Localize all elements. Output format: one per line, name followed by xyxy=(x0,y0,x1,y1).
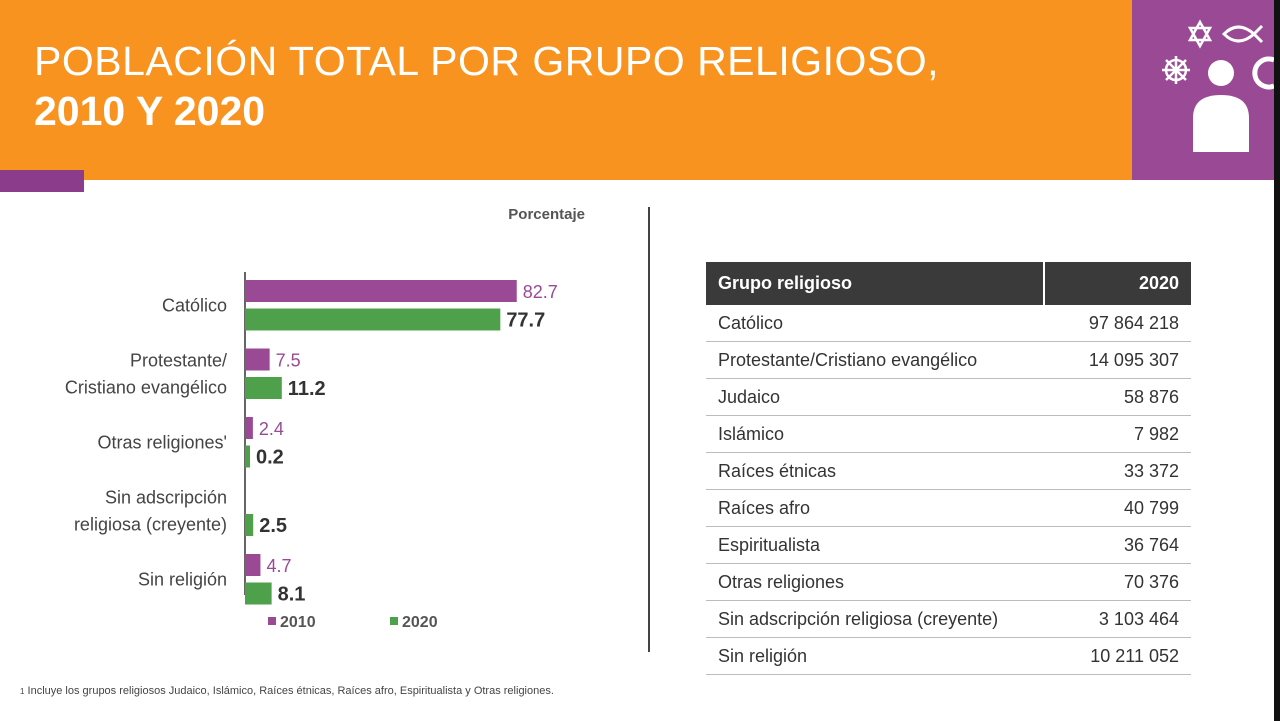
title-line-1: POBLACIÓN TOTAL POR GRUPO RELIGIOSO, xyxy=(34,38,940,84)
bar-2010 xyxy=(245,280,517,302)
cell-value: 3 103 464 xyxy=(1044,600,1191,638)
cell-group: Islámico xyxy=(706,415,1044,453)
table-row: Judaico 58 876 xyxy=(706,378,1191,416)
divider xyxy=(648,207,650,652)
cell-group: Raíces afro xyxy=(706,489,1044,527)
ichthys-icon xyxy=(1221,24,1264,44)
cell-group: Espiritualista xyxy=(706,526,1044,564)
table-row: Protestante/Cristiano evangélico 14 095 3… xyxy=(706,341,1191,379)
dharma-wheel-icon xyxy=(1162,56,1190,84)
data-label-2010: 4.7 xyxy=(266,556,291,576)
category-label: Otras religiones' xyxy=(98,432,228,452)
title-banner: POBLACIÓN TOTAL POR GRUPO RELIGIOSO, 201… xyxy=(0,0,1132,180)
cell-value: 97 864 218 xyxy=(1044,305,1191,342)
table-row: Otras religiones 70 376 xyxy=(706,563,1191,601)
page-title: POBLACIÓN TOTAL POR GRUPO RELIGIOSO, 201… xyxy=(34,36,939,136)
bar-2020 xyxy=(245,514,254,536)
category-label: Católico xyxy=(162,295,227,315)
title-line-2: 2010 Y 2020 xyxy=(34,88,266,134)
accent-stripe xyxy=(0,170,84,192)
data-label-2010: 2.4 xyxy=(259,419,284,439)
footnote: 1 Incluye los grupos religiosos Judaico,… xyxy=(20,684,620,699)
cell-value: 33 372 xyxy=(1044,452,1191,490)
person-icon xyxy=(1193,60,1249,152)
footnote-text: Incluye los grupos religiosos Judaico, I… xyxy=(27,685,554,697)
legend-label-2020: 2020 xyxy=(402,614,438,631)
cell-value: 7 982 xyxy=(1044,415,1191,453)
bar-2010 xyxy=(245,417,253,439)
bar-2010 xyxy=(245,554,261,576)
bar-2020 xyxy=(245,445,250,468)
table-row: Sin religión 10 211 052 xyxy=(706,637,1191,675)
legend-label-2010: 2010 xyxy=(280,614,316,631)
category-label: Sin religión xyxy=(138,569,227,589)
category-label: Protestante/ xyxy=(130,350,227,370)
cell-group: Sin religión xyxy=(706,637,1044,675)
table-row: Raíces afro 40 799 xyxy=(706,489,1191,527)
legend-swatch-2010 xyxy=(268,617,276,625)
column-header-year: 2020 xyxy=(1044,262,1191,305)
star-of-david-icon xyxy=(1187,19,1213,49)
cell-group: Católico xyxy=(706,305,1044,342)
footnote-marker: 1 xyxy=(20,687,25,696)
religion-icon-panel xyxy=(1132,0,1274,180)
column-header-group: Grupo religioso xyxy=(706,262,1045,305)
data-label-2020: 77.7 xyxy=(506,310,545,332)
cell-value: 70 376 xyxy=(1044,563,1191,601)
cell-value: 40 799 xyxy=(1044,489,1191,527)
cell-group: Judaico xyxy=(706,378,1044,416)
data-label-2010: 82.7 xyxy=(523,282,558,302)
bar-2010 xyxy=(245,348,270,371)
table-row: Espiritualista 36 764 xyxy=(706,526,1191,564)
data-table: Grupo religioso 2020 Católico 97 864 218 P… xyxy=(706,262,1191,675)
category-label: Cristiano evangélico xyxy=(65,377,227,397)
bar-2020 xyxy=(245,582,272,605)
crescent-icon xyxy=(1252,56,1274,90)
cell-value: 58 876 xyxy=(1044,378,1191,416)
cell-value: 10 211 052 xyxy=(1044,637,1191,675)
table-row: Raíces étnicas 33 372 xyxy=(706,452,1191,490)
legend-swatch-2020 xyxy=(390,617,398,625)
data-label-2020: 0.2 xyxy=(256,447,284,469)
category-label: religiosa (creyente) xyxy=(74,514,227,534)
data-label-2020: 11.2 xyxy=(288,378,326,400)
data-label-2020: 8.1 xyxy=(278,584,306,606)
cell-value: 36 764 xyxy=(1044,526,1191,564)
cell-group: Protestante/Cristiano evangélico xyxy=(706,341,1044,379)
cell-group: Sin adscripción religiosa (creyente) xyxy=(706,600,1044,638)
table-header-row: Grupo religioso 2020 xyxy=(706,262,1191,305)
chart-title: Porcentaje xyxy=(508,206,585,223)
bar-2020 xyxy=(245,377,282,399)
bar-chart: Porcentaje Católico 82.7 77.7 Protestante/Cr… xyxy=(65,206,585,631)
table-row: Sin adscripción religiosa (creyente) 3 10… xyxy=(706,600,1191,638)
category-label: Sin adscripción xyxy=(105,487,227,507)
bar-2020 xyxy=(245,308,501,331)
data-label-2020: 2.5 xyxy=(259,515,287,537)
data-label-2010: 7.5 xyxy=(276,351,301,371)
window-edge xyxy=(1274,0,1280,721)
table-row: Islámico 7 982 xyxy=(706,415,1191,453)
cell-group: Raíces étnicas xyxy=(706,452,1044,490)
cell-value: 14 095 307 xyxy=(1044,341,1191,379)
table-row: Católico 97 864 218 xyxy=(706,305,1191,342)
cell-group: Otras religiones xyxy=(706,563,1044,601)
